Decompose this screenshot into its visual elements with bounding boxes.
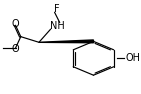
Text: NH: NH: [50, 21, 64, 31]
Text: F: F: [54, 4, 60, 14]
Text: OH: OH: [125, 53, 140, 63]
Polygon shape: [39, 40, 93, 43]
Text: O: O: [12, 44, 19, 54]
Text: O: O: [12, 19, 19, 29]
